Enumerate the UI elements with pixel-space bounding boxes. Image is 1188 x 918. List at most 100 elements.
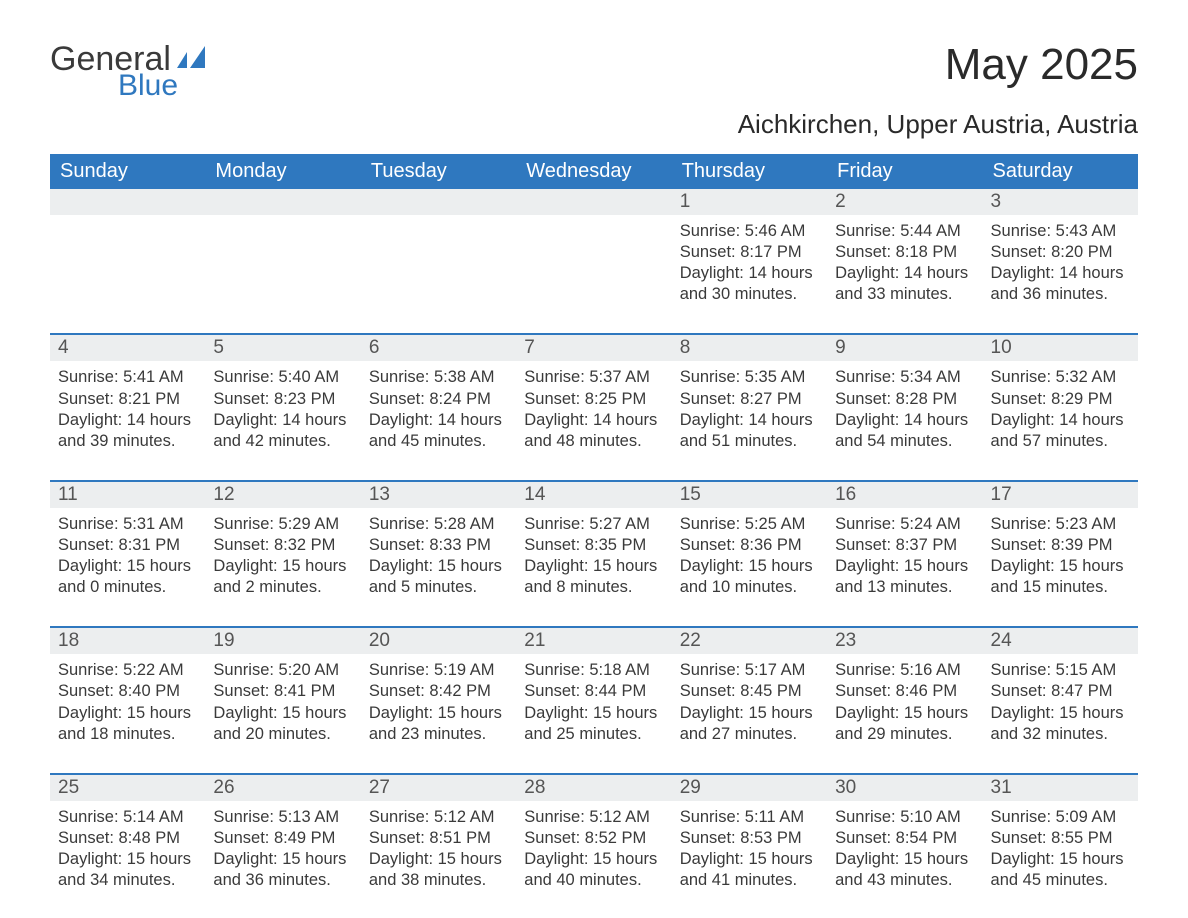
day-content: Sunrise: 5:28 AMSunset: 8:33 PMDaylight:… — [361, 508, 516, 626]
day-number — [516, 189, 671, 215]
day-content: Sunrise: 5:41 AMSunset: 8:21 PMDaylight:… — [50, 361, 205, 479]
day-number: 12 — [205, 482, 360, 508]
daylight-line: Daylight: 14 hours and 57 minutes. — [991, 410, 1130, 452]
calendar-day-cell: 6Sunrise: 5:38 AMSunset: 8:24 PMDaylight… — [361, 334, 516, 480]
day-number: 27 — [361, 775, 516, 801]
daylight-line: Daylight: 15 hours and 8 minutes. — [524, 556, 663, 598]
sunset-line: Sunset: 8:27 PM — [680, 389, 819, 410]
calendar-day-cell — [205, 189, 360, 334]
sunrise-line: Sunrise: 5:37 AM — [524, 367, 663, 388]
calendar-day-cell — [361, 189, 516, 334]
day-number: 31 — [983, 775, 1138, 801]
calendar-week-row: 4Sunrise: 5:41 AMSunset: 8:21 PMDaylight… — [50, 334, 1138, 480]
day-number — [50, 189, 205, 215]
day-number: 30 — [827, 775, 982, 801]
day-number: 20 — [361, 628, 516, 654]
daylight-line: Daylight: 15 hours and 40 minutes. — [524, 849, 663, 891]
sunset-line: Sunset: 8:55 PM — [991, 828, 1130, 849]
daylight-line: Daylight: 15 hours and 23 minutes. — [369, 703, 508, 745]
daylight-line: Daylight: 15 hours and 18 minutes. — [58, 703, 197, 745]
calendar-day-cell: 11Sunrise: 5:31 AMSunset: 8:31 PMDayligh… — [50, 481, 205, 627]
day-number: 28 — [516, 775, 671, 801]
calendar-table: SundayMondayTuesdayWednesdayThursdayFrid… — [50, 154, 1138, 901]
calendar-day-cell: 20Sunrise: 5:19 AMSunset: 8:42 PMDayligh… — [361, 627, 516, 773]
day-number: 15 — [672, 482, 827, 508]
day-number: 14 — [516, 482, 671, 508]
daylight-line: Daylight: 15 hours and 34 minutes. — [58, 849, 197, 891]
sunset-line: Sunset: 8:52 PM — [524, 828, 663, 849]
day-number: 8 — [672, 335, 827, 361]
sunrise-line: Sunrise: 5:31 AM — [58, 514, 197, 535]
calendar-day-cell: 25Sunrise: 5:14 AMSunset: 8:48 PMDayligh… — [50, 774, 205, 901]
daylight-line: Daylight: 14 hours and 30 minutes. — [680, 263, 819, 305]
calendar-day-cell: 7Sunrise: 5:37 AMSunset: 8:25 PMDaylight… — [516, 334, 671, 480]
daylight-line: Daylight: 14 hours and 48 minutes. — [524, 410, 663, 452]
day-content: Sunrise: 5:40 AMSunset: 8:23 PMDaylight:… — [205, 361, 360, 479]
calendar-day-cell: 15Sunrise: 5:25 AMSunset: 8:36 PMDayligh… — [672, 481, 827, 627]
sunrise-line: Sunrise: 5:22 AM — [58, 660, 197, 681]
sunrise-line: Sunrise: 5:38 AM — [369, 367, 508, 388]
calendar-day-cell: 5Sunrise: 5:40 AMSunset: 8:23 PMDaylight… — [205, 334, 360, 480]
day-number: 26 — [205, 775, 360, 801]
page-header: General Blue May 2025 — [50, 40, 1138, 103]
calendar-day-cell: 14 Sunrise: 5:27 AMSunset: 8:35 PMDayligh… — [516, 481, 671, 627]
sunrise-line: Sunrise: 5:16 AM — [835, 660, 974, 681]
daylight-line: Daylight: 15 hours and 2 minutes. — [213, 556, 352, 598]
sunset-line: Sunset: 8:17 PM — [680, 242, 819, 263]
day-content: Sunrise: 5:10 AMSunset: 8:54 PMDaylight:… — [827, 801, 982, 901]
calendar-day-cell: 18Sunrise: 5:22 AMSunset: 8:40 PMDayligh… — [50, 627, 205, 773]
daylight-line: Daylight: 14 hours and 36 minutes. — [991, 263, 1130, 305]
sunrise-line: Sunrise: 5:32 AM — [991, 367, 1130, 388]
sunset-line: Sunset: 8:31 PM — [58, 535, 197, 556]
calendar-day-cell: 19Sunrise: 5:20 AMSunset: 8:41 PMDayligh… — [205, 627, 360, 773]
sunset-line: Sunset: 8:32 PM — [213, 535, 352, 556]
page-title: May 2025 — [945, 40, 1138, 90]
day-content — [516, 215, 671, 325]
sunset-line: Sunset: 8:45 PM — [680, 681, 819, 702]
calendar-day-cell: 21Sunrise: 5:18 AMSunset: 8:44 PMDayligh… — [516, 627, 671, 773]
calendar-day-cell: 31Sunrise: 5:09 AMSunset: 8:55 PMDayligh… — [983, 774, 1138, 901]
weekday-header: Monday — [205, 154, 360, 189]
daylight-line: Daylight: 15 hours and 25 minutes. — [524, 703, 663, 745]
calendar-day-cell: 28Sunrise: 5:12 AMSunset: 8:52 PMDayligh… — [516, 774, 671, 901]
daylight-line: Daylight: 15 hours and 27 minutes. — [680, 703, 819, 745]
calendar-day-cell: 26Sunrise: 5:13 AMSunset: 8:49 PMDayligh… — [205, 774, 360, 901]
day-number: 6 — [361, 335, 516, 361]
sunrise-line: Sunrise: 5:29 AM — [213, 514, 352, 535]
sunset-line: Sunset: 8:28 PM — [835, 389, 974, 410]
sunset-line: Sunset: 8:44 PM — [524, 681, 663, 702]
day-content: Sunrise: 5:24 AMSunset: 8:37 PMDaylight:… — [827, 508, 982, 626]
sunrise-line: Sunrise: 5:27 AM — [524, 514, 663, 535]
day-content: Sunrise: 5:18 AMSunset: 8:44 PMDaylight:… — [516, 654, 671, 772]
sunrise-line: Sunrise: 5:19 AM — [369, 660, 508, 681]
daylight-line: Daylight: 14 hours and 33 minutes. — [835, 263, 974, 305]
day-content: Sunrise: 5:32 AMSunset: 8:29 PMDaylight:… — [983, 361, 1138, 479]
brand-logo: General Blue — [50, 40, 211, 103]
weekday-header: Thursday — [672, 154, 827, 189]
sunrise-line: Sunrise: 5:35 AM — [680, 367, 819, 388]
sunset-line: Sunset: 8:35 PM — [524, 535, 663, 556]
sunrise-line: Sunrise: 5:13 AM — [213, 807, 352, 828]
calendar-day-cell: 23Sunrise: 5:16 AMSunset: 8:46 PMDayligh… — [827, 627, 982, 773]
day-number: 22 — [672, 628, 827, 654]
sunset-line: Sunset: 8:18 PM — [835, 242, 974, 263]
day-content: Sunrise: 5:31 AMSunset: 8:31 PMDaylight:… — [50, 508, 205, 626]
calendar-day-cell: 12 Sunrise: 5:29 AMSunset: 8:32 PMDayligh… — [205, 481, 360, 627]
day-content: Sunrise: 5:14 AMSunset: 8:48 PMDaylight:… — [50, 801, 205, 901]
day-number: 10 — [983, 335, 1138, 361]
calendar-week-row: 11Sunrise: 5:31 AMSunset: 8:31 PMDayligh… — [50, 481, 1138, 627]
calendar-day-cell: 2Sunrise: 5:44 AMSunset: 8:18 PMDaylight… — [827, 189, 982, 334]
calendar-day-cell: 9Sunrise: 5:34 AMSunset: 8:28 PMDaylight… — [827, 334, 982, 480]
daylight-line: Daylight: 14 hours and 45 minutes. — [369, 410, 508, 452]
sunset-line: Sunset: 8:29 PM — [991, 389, 1130, 410]
sunrise-line: Sunrise: 5:11 AM — [680, 807, 819, 828]
sunset-line: Sunset: 8:48 PM — [58, 828, 197, 849]
sunset-line: Sunset: 8:46 PM — [835, 681, 974, 702]
daylight-line: Daylight: 14 hours and 51 minutes. — [680, 410, 819, 452]
sunrise-line: Sunrise: 5:46 AM — [680, 221, 819, 242]
day-content: Sunrise: 5:12 AMSunset: 8:52 PMDaylight:… — [516, 801, 671, 901]
weekday-header-row: SundayMondayTuesdayWednesdayThursdayFrid… — [50, 154, 1138, 189]
day-content: Sunrise: 5:17 AMSunset: 8:45 PMDaylight:… — [672, 654, 827, 772]
day-content — [50, 215, 205, 325]
sunset-line: Sunset: 8:20 PM — [991, 242, 1130, 263]
